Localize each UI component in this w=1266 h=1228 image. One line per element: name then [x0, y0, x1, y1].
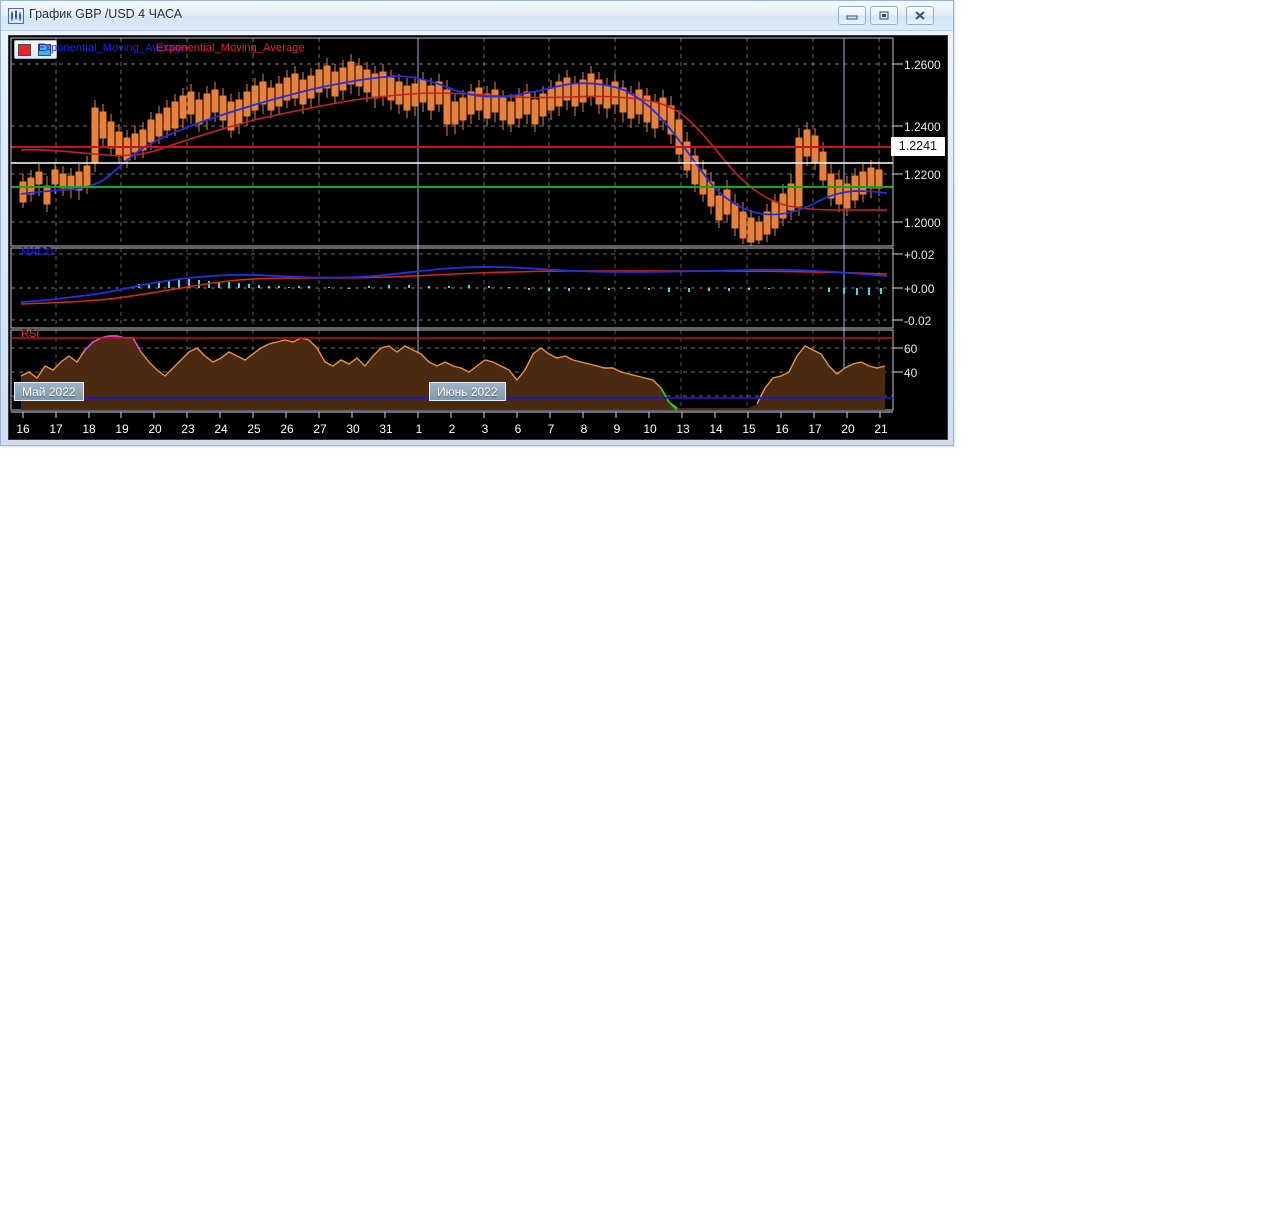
svg-text:-0.02: -0.02 [904, 314, 932, 328]
date-tick-label: 8 [581, 422, 588, 436]
chart-canvas[interactable]: 1.2600 1.2400 1.2200 1.2000 [8, 35, 948, 440]
time-axis-ticks [22, 412, 881, 418]
date-tick-label: 23 [181, 422, 195, 436]
svg-text:40: 40 [904, 366, 918, 380]
price-axis-labels: 1.2600 1.2400 1.2200 1.2000 [893, 58, 941, 230]
date-tick-label: 20 [148, 422, 162, 436]
chart-graphics: 1.2600 1.2400 1.2200 1.2000 [9, 36, 947, 439]
date-tick-label: 19 [115, 422, 129, 436]
rsi-area-fill [21, 336, 885, 410]
date-tick-label: 20 [841, 422, 855, 436]
rsi-panel-label[interactable]: RSI [21, 328, 40, 340]
svg-text:1.2200: 1.2200 [904, 168, 941, 182]
svg-text:1.2400: 1.2400 [904, 120, 941, 134]
candlestick-chart-icon [8, 8, 24, 24]
svg-text:+0.00: +0.00 [904, 282, 935, 296]
month-label-june: Июнь 2022 [429, 382, 506, 401]
svg-text:1.2600: 1.2600 [904, 58, 941, 72]
date-tick-label: 25 [247, 422, 261, 436]
month-label-may: Май 2022 [14, 382, 84, 401]
color-swatch-cyan[interactable] [38, 44, 51, 56]
date-tick-label: 17 [49, 422, 63, 436]
candlestick-series [19, 54, 883, 246]
date-tick-label: 24 [214, 422, 228, 436]
date-tick-label: 7 [548, 422, 555, 436]
date-tick-label: 2 [449, 422, 456, 436]
date-tick-label: 13 [676, 422, 690, 436]
date-tick-label: 27 [313, 422, 327, 436]
date-tick-label: 16 [775, 422, 789, 436]
date-tick-label: 18 [82, 422, 96, 436]
macd-axis-labels: +0.02 +0.00 -0.02 [893, 248, 935, 328]
current-price-label: 1.2241 [890, 137, 945, 156]
macd-grid-vertical [55, 248, 880, 328]
ema-slow-line [20, 92, 887, 211]
date-tick-label: 17 [808, 422, 822, 436]
maximize-button[interactable] [870, 6, 898, 25]
svg-text:+0.02: +0.02 [904, 248, 935, 262]
indicator-color-buttons[interactable] [14, 40, 57, 59]
date-tick-label: 3 [482, 422, 489, 436]
color-swatch-red[interactable] [18, 44, 31, 56]
legend-ema-blue[interactable]: Exponential_Moving_Average [38, 42, 187, 54]
date-tick-label: 10 [643, 422, 657, 436]
date-tick-label: 21 [874, 422, 888, 436]
date-tick-label: 26 [280, 422, 294, 436]
date-tick-label: 6 [515, 422, 522, 436]
date-tick-label: 16 [16, 422, 30, 436]
legend-ema-red[interactable]: Exponential_Moving_Average [156, 42, 305, 54]
date-tick-label: 15 [742, 422, 756, 436]
window-title: График GBP /USD 4 ЧАСА [29, 7, 183, 21]
time-axis-labels: 16 17 18 19 20 23 24 25 26 27 30 31 1 2 3 6 7 8 9 10 13 14 15 1… [16, 422, 888, 436]
close-button[interactable] [906, 6, 934, 25]
date-tick-label: 31 [379, 422, 393, 436]
macd-histogram [138, 279, 882, 295]
minimize-button[interactable] [838, 6, 866, 25]
date-tick-label: 1 [416, 422, 423, 436]
rsi-axis-labels: 60 40 [893, 342, 918, 380]
title-bar[interactable]: График GBP /USD 4 ЧАСА [1, 1, 953, 31]
macd-line [20, 266, 887, 303]
date-tick-label: 14 [709, 422, 723, 436]
svg-text:1.2000: 1.2000 [904, 216, 941, 230]
chart-window: График GBP /USD 4 ЧАСА [0, 0, 954, 446]
svg-text:60: 60 [904, 342, 918, 356]
rsi-oversold-marker [660, 387, 678, 410]
date-tick-label: 30 [346, 422, 360, 436]
macd-panel-label[interactable]: MACD [21, 246, 54, 258]
date-tick-label: 9 [614, 422, 621, 436]
